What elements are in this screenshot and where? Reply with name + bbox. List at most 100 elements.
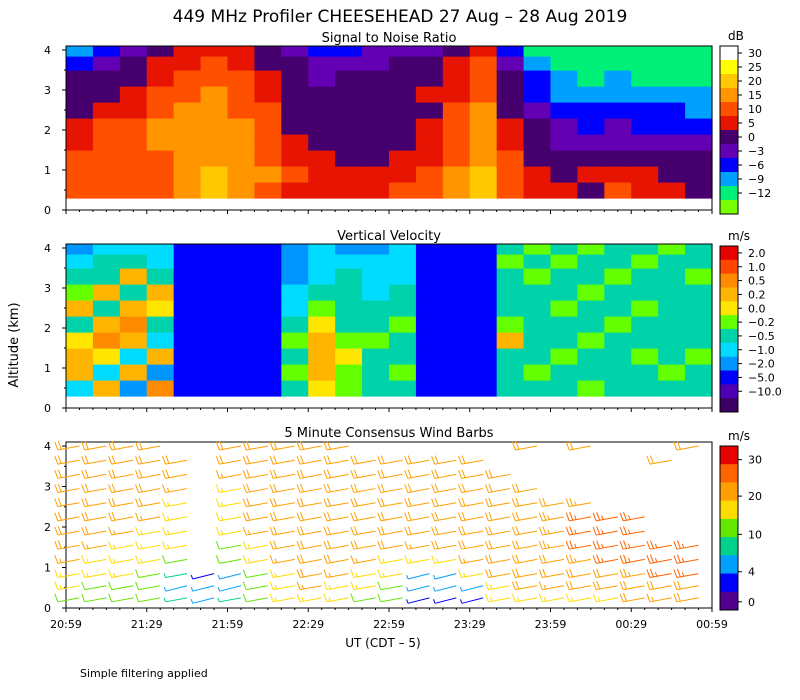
barb-staff xyxy=(380,516,403,522)
velocity-cell xyxy=(442,300,471,317)
barb-full xyxy=(538,555,543,564)
wind-barb xyxy=(646,568,672,579)
velocity-cell xyxy=(227,364,256,381)
barb-full xyxy=(81,555,86,564)
barb-half xyxy=(190,574,194,580)
barb-full xyxy=(215,498,220,507)
velocity-cell xyxy=(119,268,148,285)
wind-barb xyxy=(565,441,591,451)
barb-staff xyxy=(488,573,511,579)
x-tick-label: 23:29 xyxy=(454,618,486,631)
colorbar-swatch xyxy=(720,573,738,593)
barb-staff xyxy=(57,585,80,591)
barb-half xyxy=(516,597,520,602)
barb-full xyxy=(676,580,681,590)
barb-full xyxy=(296,470,301,479)
barb-staff xyxy=(542,585,565,591)
wind-barb xyxy=(592,512,618,522)
velocity-cell xyxy=(254,316,282,333)
snr-cell xyxy=(335,166,363,183)
barb-full xyxy=(300,554,304,563)
barb-staff xyxy=(515,488,538,493)
barb-full xyxy=(269,541,274,550)
colorbar-swatch xyxy=(720,537,738,556)
snr-cell xyxy=(685,150,713,167)
y-tick-label: 1 xyxy=(44,362,51,375)
barb-half xyxy=(190,599,194,604)
wind-barb xyxy=(485,483,511,493)
velocity-cell xyxy=(173,268,202,285)
wind-barb xyxy=(350,555,376,564)
snr-cell xyxy=(604,166,632,183)
snr-cell xyxy=(442,182,471,199)
velocity-cell xyxy=(442,244,471,255)
snr-cell xyxy=(415,166,444,183)
snr-cell xyxy=(415,46,444,57)
velocity-cell xyxy=(577,316,605,333)
barb-staff xyxy=(488,516,511,522)
barb-half xyxy=(217,574,221,580)
barb-full xyxy=(458,541,463,550)
barb-full xyxy=(673,569,678,578)
snr-cell xyxy=(631,166,659,183)
barb-full xyxy=(215,526,220,536)
snr-cell xyxy=(66,102,94,119)
barb-half xyxy=(409,558,412,563)
velocity-cell xyxy=(308,254,336,269)
wind-barb xyxy=(269,569,295,579)
velocity-cell xyxy=(496,268,525,285)
wind-barb xyxy=(296,540,322,550)
barb-staff xyxy=(515,516,538,522)
velocity-cell xyxy=(362,284,390,301)
barb-full xyxy=(407,455,412,464)
snr-cell xyxy=(227,102,256,119)
velocity-cell xyxy=(496,244,525,255)
velocity-cell xyxy=(227,316,256,333)
wind-barb xyxy=(296,568,322,579)
wind-barb xyxy=(269,540,295,550)
snr-cell xyxy=(496,70,525,87)
barb-half xyxy=(628,572,631,577)
barb-full xyxy=(84,512,89,521)
snr-cell xyxy=(577,118,605,135)
snr-cell xyxy=(604,70,632,87)
barb-staff xyxy=(515,573,538,579)
barb-full xyxy=(488,568,493,578)
snr-cell xyxy=(415,102,444,119)
velocity-cell xyxy=(658,254,686,269)
snr-cell xyxy=(550,150,579,167)
wind-barb xyxy=(377,497,403,508)
velocity-cell xyxy=(550,244,579,255)
barb-full xyxy=(596,526,601,535)
barb-full xyxy=(326,554,331,563)
snr-cell xyxy=(146,56,175,71)
snr-cell xyxy=(362,46,390,57)
barb-staff xyxy=(434,502,457,508)
velocity-cell xyxy=(335,316,363,333)
barb-staff xyxy=(273,459,295,465)
wind-barb xyxy=(377,540,403,550)
wind-barb xyxy=(619,554,645,564)
barb-full xyxy=(84,441,89,450)
snr-cell xyxy=(469,70,498,87)
barb-staff xyxy=(165,459,188,465)
snr-cell xyxy=(362,166,390,183)
snr-cell xyxy=(92,102,121,119)
wind-barb xyxy=(406,573,430,580)
barb-full xyxy=(511,484,516,493)
velocity-cell xyxy=(362,268,390,285)
wind-barb xyxy=(511,441,538,451)
snr-cell xyxy=(119,70,148,87)
barb-staff xyxy=(676,558,699,564)
wind-barb xyxy=(108,441,134,451)
barb-full xyxy=(565,555,570,564)
wind-barb xyxy=(646,554,672,564)
colorbar-swatch xyxy=(720,259,738,275)
velocity-cell xyxy=(685,300,713,317)
barb-full xyxy=(458,526,463,536)
barb-staff xyxy=(219,488,242,493)
wind-barb xyxy=(377,569,403,579)
wind-barb xyxy=(433,597,457,604)
velocity-cell xyxy=(685,316,713,333)
wind-barb xyxy=(538,497,565,508)
